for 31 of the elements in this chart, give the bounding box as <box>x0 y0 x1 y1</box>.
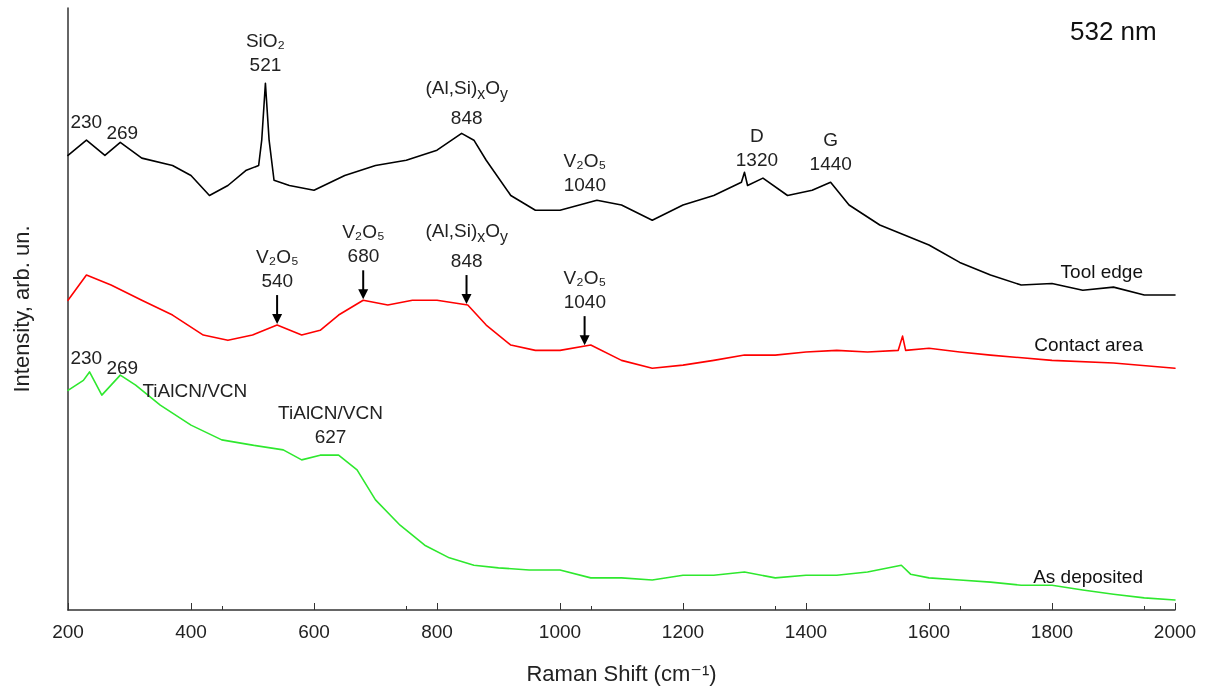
series-label: Contact area <box>1034 334 1144 356</box>
x-axis-title: Raman Shift (cm⁻¹) <box>526 660 717 686</box>
annotation: V₂O₅ 1040 <box>563 266 607 315</box>
annotation: 230 <box>70 110 103 135</box>
x-tick-label: 1400 <box>784 621 828 642</box>
x-tick-label: 1200 <box>661 621 705 642</box>
x-tick-label: 2000 <box>1153 621 1197 642</box>
annotation: V₂O₅ 540 <box>256 245 299 294</box>
annotation: V₂O₅ 1040 <box>563 149 607 198</box>
x-tick-label: 800 <box>421 621 453 642</box>
annotation: SiO₂ 521 <box>245 29 285 78</box>
annotation: (Al,Si)$_{x}$O$_{y}$ 848 <box>425 219 508 273</box>
x-tick-label: 400 <box>175 621 207 642</box>
annotation: 230 <box>70 346 103 371</box>
annotation: TiAlCN/VCN 627 <box>278 401 383 450</box>
x-tick-label: 200 <box>52 621 84 642</box>
annotation: 269 <box>106 355 139 380</box>
annotation: D 1320 <box>735 124 779 173</box>
annotation: TiAlCN/VCN <box>142 379 248 404</box>
x-tick-label: 1600 <box>907 621 951 642</box>
x-tick-label: 1800 <box>1030 621 1074 642</box>
annotation: 269 <box>106 120 139 145</box>
series-label: Tool edge <box>1060 261 1143 283</box>
x-tick-label: 600 <box>298 621 330 642</box>
annotation: V₂O₅ 680 <box>342 220 385 269</box>
text: 532 nm <box>1070 16 1157 47</box>
annotation: (Al,Si)$_{x}$O$_{y}$ 848 <box>425 75 508 130</box>
y-axis-title: Intensity, arb. un. <box>8 225 34 393</box>
series-label: As deposited <box>1033 565 1143 587</box>
x-tick-label: 1000 <box>538 621 582 642</box>
annotation: G 1440 <box>809 128 852 177</box>
